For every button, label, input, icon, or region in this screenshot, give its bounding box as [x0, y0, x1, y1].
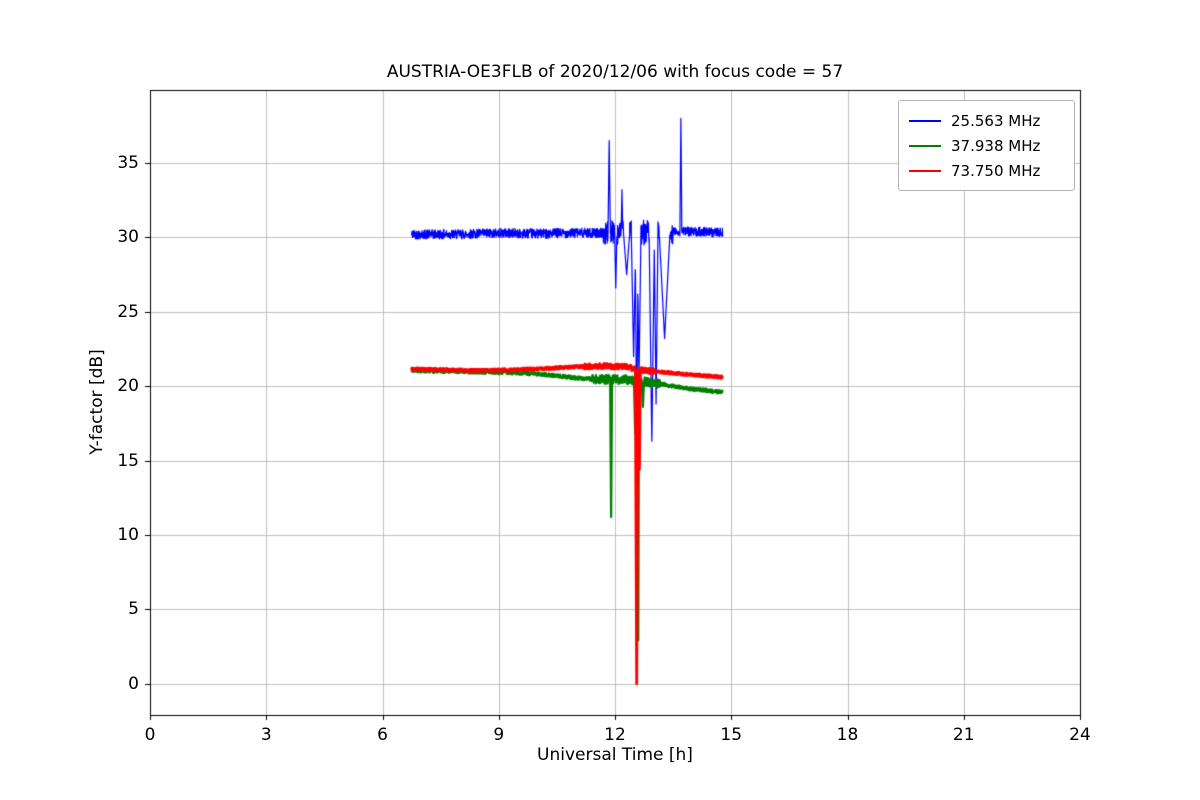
x-axis-label: Universal Time [h] [537, 745, 693, 765]
chart-title: AUSTRIA-OE3FLB of 2020/12/06 with focus … [386, 62, 844, 82]
legend-label: 37.938 MHz [951, 136, 1041, 155]
x-tick-label: 15 [720, 725, 743, 745]
x-tick-label: 24 [1069, 725, 1091, 745]
legend-label: 73.750 MHz [951, 161, 1041, 180]
y-tick-label: 15 [117, 450, 139, 471]
y-tick-label: 25 [117, 301, 139, 322]
x-tick-label: 21 [952, 725, 975, 745]
y-tick-label: 20 [117, 376, 139, 397]
legend-entry: 73.750 MHz [909, 158, 1064, 183]
x-tick-label: 18 [836, 725, 859, 745]
y-tick-label: 0 [128, 673, 139, 694]
y-tick-label: 5 [128, 599, 139, 620]
x-tick-label: 0 [144, 725, 156, 745]
x-tick-label: 9 [493, 725, 505, 745]
legend-line-sample [909, 169, 941, 172]
y-tick-label: 30 [117, 227, 139, 248]
legend-line-sample [909, 119, 941, 122]
y-axis-label: Y-factor [dB] [87, 349, 107, 455]
legend-line-sample [909, 144, 941, 147]
legend-label: 25.563 MHz [951, 111, 1041, 130]
y-tick-label: 35 [117, 152, 139, 173]
legend-entry: 37.938 MHz [909, 133, 1064, 158]
y-tick-label: 10 [117, 524, 139, 545]
legend: 25.563 MHz 37.938 MHz 73.750 MHz [898, 100, 1075, 191]
x-tick-label: 12 [604, 725, 626, 745]
x-tick-label: 6 [377, 725, 388, 745]
x-tick-label: 3 [260, 725, 272, 745]
legend-entry: 25.563 MHz [909, 108, 1064, 133]
